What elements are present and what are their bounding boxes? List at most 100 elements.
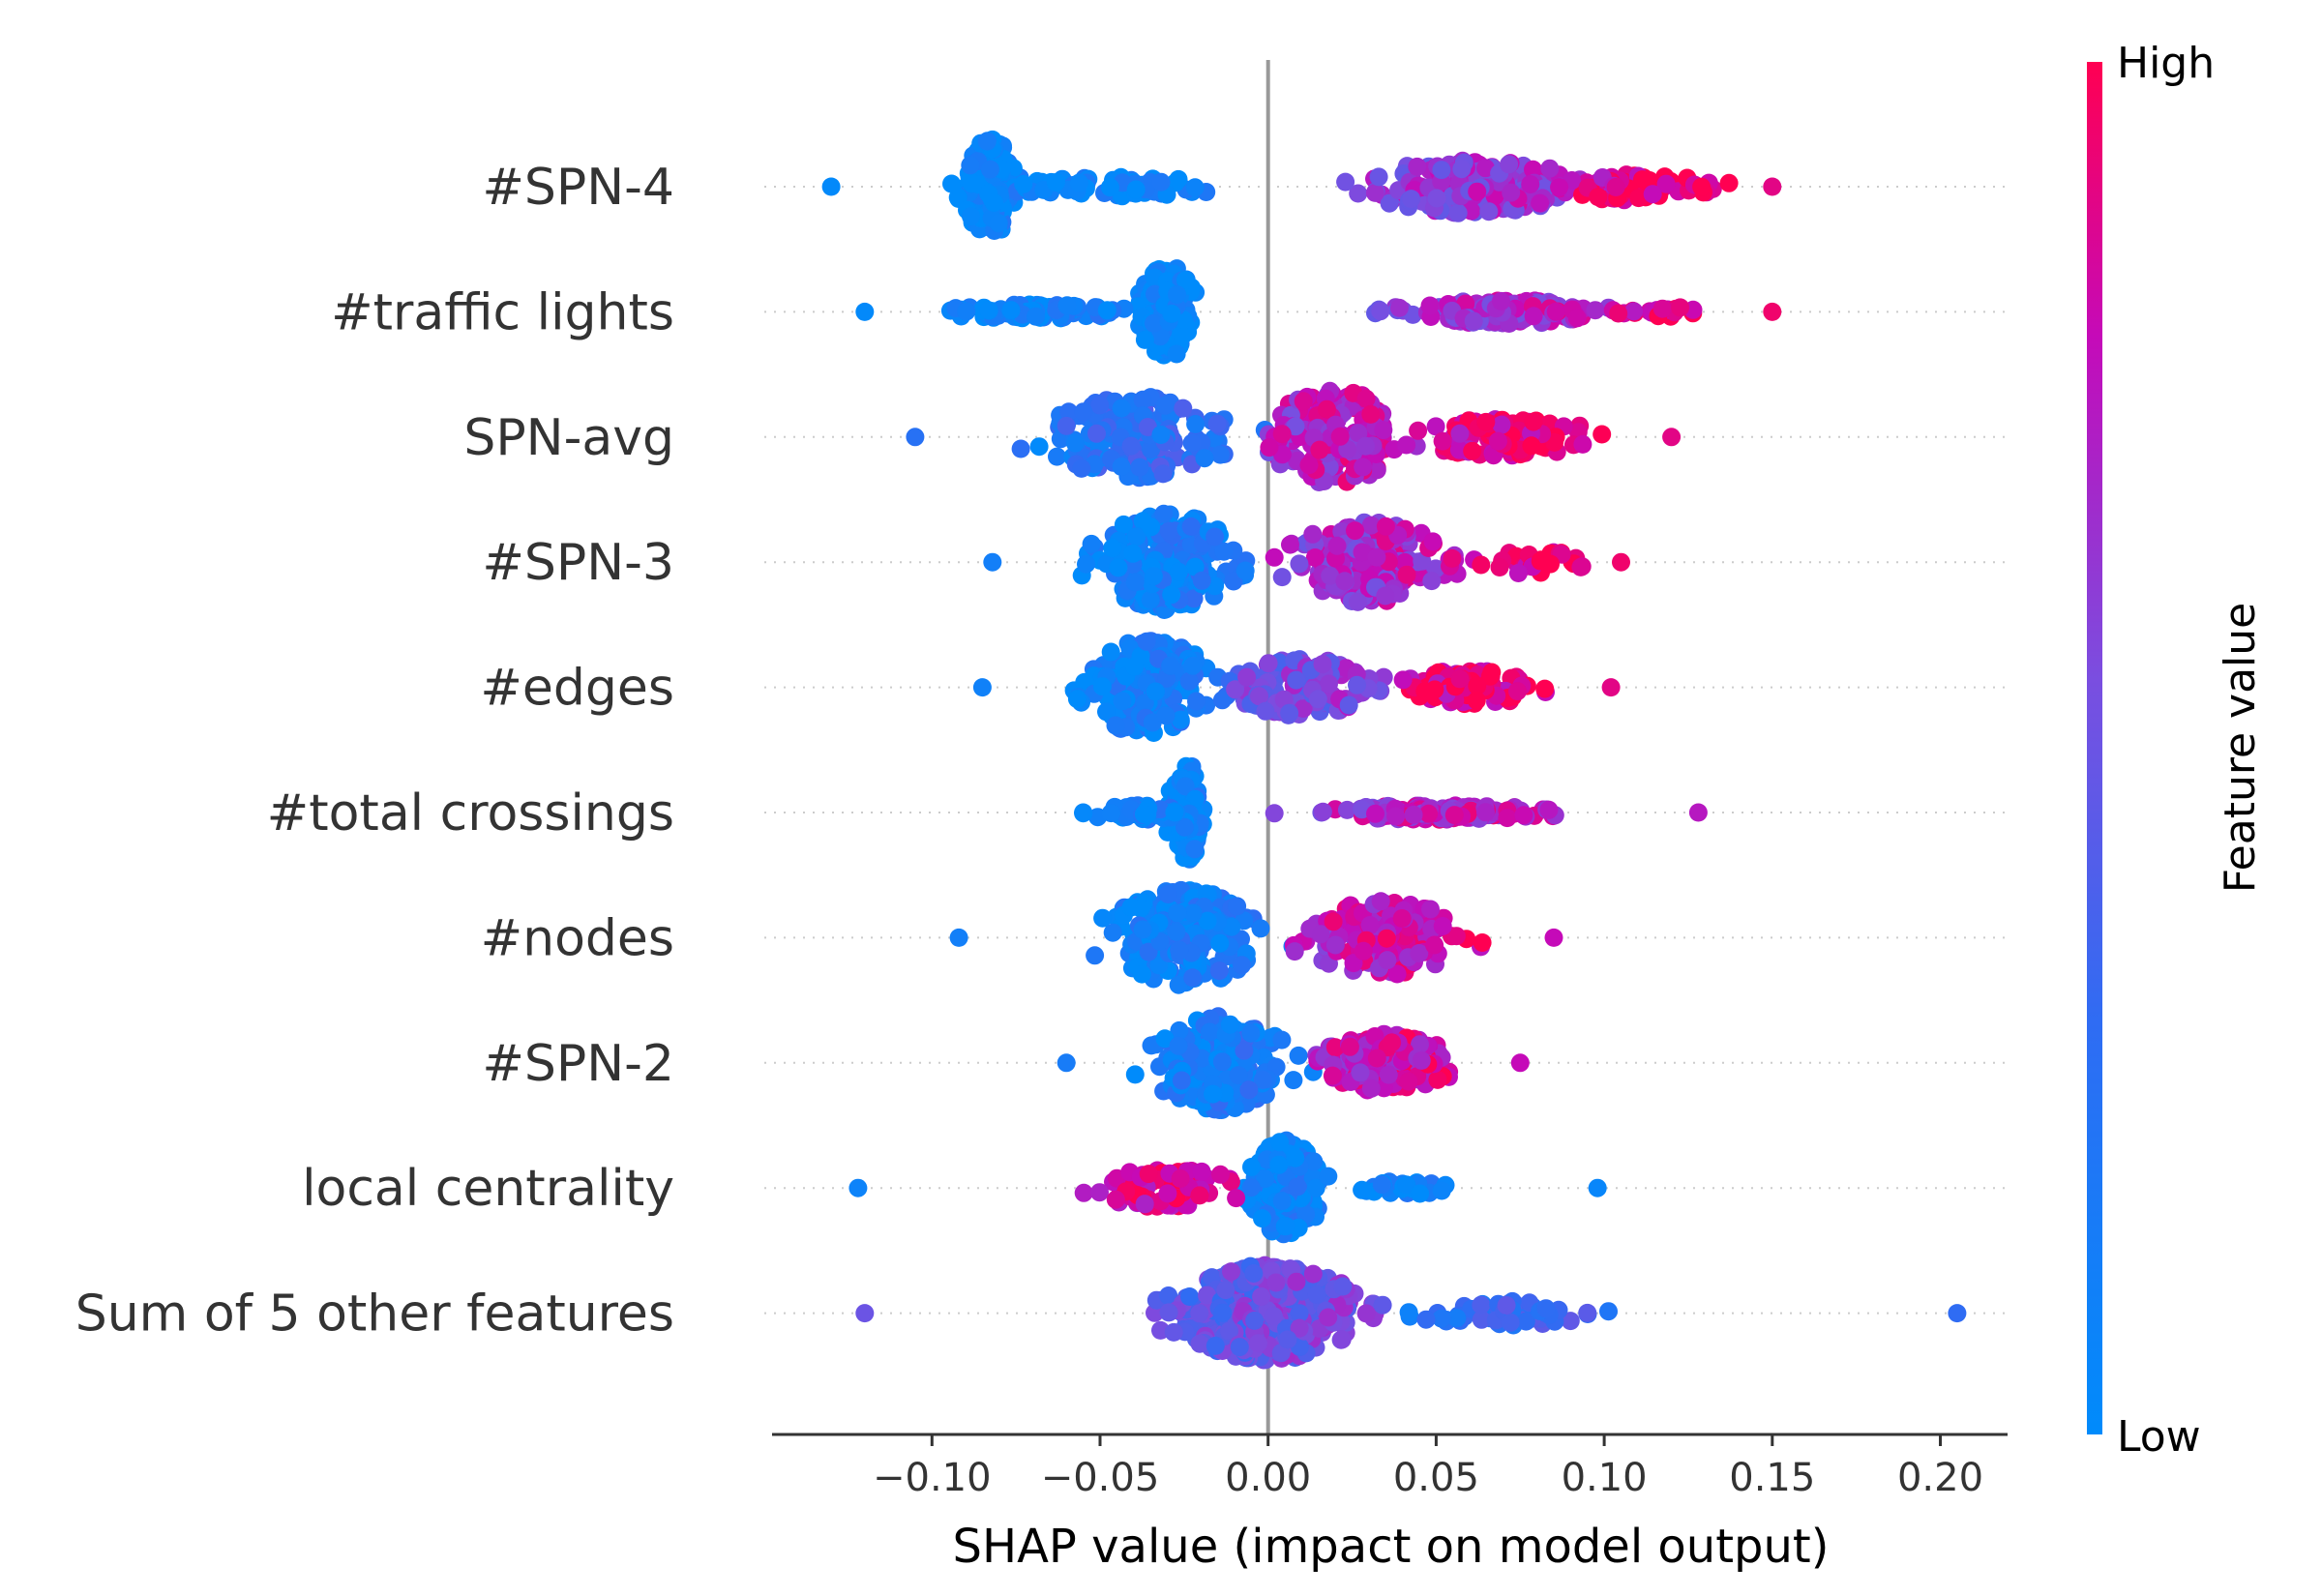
shap-point bbox=[906, 428, 925, 447]
shap-point bbox=[1154, 504, 1174, 523]
shap-point bbox=[1142, 1036, 1161, 1055]
shap-point bbox=[1097, 301, 1116, 320]
shap-point bbox=[1354, 458, 1373, 477]
shap-point bbox=[1100, 178, 1119, 197]
shap-point bbox=[1397, 1175, 1416, 1195]
shap-point bbox=[1112, 458, 1131, 476]
shap-point bbox=[1546, 302, 1565, 321]
shap-point bbox=[1330, 427, 1350, 446]
shap-point bbox=[1387, 964, 1407, 984]
shap-point bbox=[1294, 392, 1313, 411]
shap-point bbox=[1155, 1029, 1175, 1049]
shap-point bbox=[1524, 160, 1542, 179]
shap-point bbox=[1444, 806, 1464, 825]
shap-point bbox=[1133, 920, 1152, 939]
shap-point bbox=[1057, 1053, 1076, 1073]
shap-point bbox=[1256, 701, 1275, 721]
shap-point bbox=[1601, 678, 1621, 697]
shap-point bbox=[984, 193, 1003, 212]
shap-point bbox=[1492, 415, 1511, 434]
shap-point bbox=[1103, 539, 1122, 558]
shap-point bbox=[1187, 692, 1206, 711]
shap-point bbox=[1093, 908, 1113, 928]
shap-point bbox=[1280, 703, 1299, 723]
shap-point bbox=[1411, 1035, 1429, 1054]
shap-point bbox=[1629, 189, 1649, 208]
shap-point bbox=[1169, 975, 1188, 994]
shap-point bbox=[1948, 1304, 1967, 1323]
shap-point bbox=[1307, 1286, 1326, 1304]
shap-point bbox=[1392, 909, 1412, 928]
shap-point bbox=[1420, 296, 1440, 315]
shap-point bbox=[1169, 169, 1188, 189]
shap-point bbox=[1572, 557, 1592, 576]
shap-point bbox=[1374, 421, 1393, 440]
shap-point bbox=[1289, 1046, 1308, 1065]
shap-point bbox=[1087, 424, 1106, 443]
shap-point bbox=[1153, 464, 1173, 484]
shap-point bbox=[1589, 188, 1608, 207]
shap-point bbox=[1265, 547, 1284, 567]
shap-point bbox=[1077, 554, 1095, 574]
shap-point bbox=[1204, 1084, 1223, 1104]
shap-point bbox=[989, 214, 1008, 233]
shap-point bbox=[1472, 1310, 1491, 1329]
shap-point bbox=[1130, 458, 1149, 477]
shap-point bbox=[1421, 900, 1440, 919]
shap-point bbox=[855, 302, 875, 321]
shap-point bbox=[1176, 777, 1195, 796]
shap-point bbox=[1521, 175, 1540, 193]
shap-point bbox=[1365, 183, 1384, 202]
colorbar-low-label: Low bbox=[2117, 1412, 2201, 1462]
shap-point bbox=[1195, 449, 1214, 468]
x-axis: −0.10 −0.05 0.00 0.05 0.10 0.15 0.20 bbox=[772, 1433, 2008, 1500]
shap-point bbox=[1377, 929, 1396, 948]
shap-point bbox=[855, 1304, 875, 1323]
shap-point bbox=[957, 302, 976, 321]
shap-point bbox=[1074, 803, 1093, 822]
shap-point bbox=[1351, 1063, 1370, 1082]
shap-point bbox=[1361, 516, 1381, 535]
shap-point bbox=[1612, 552, 1630, 572]
shap-point bbox=[1103, 923, 1122, 942]
shap-point bbox=[1463, 441, 1482, 460]
x-tick-label: 0.10 bbox=[1562, 1456, 1648, 1500]
shap-point bbox=[1253, 1071, 1272, 1089]
shap-point bbox=[1397, 565, 1416, 584]
shap-point bbox=[1510, 1053, 1530, 1073]
shap-point bbox=[1313, 655, 1332, 674]
shap-point bbox=[1176, 271, 1195, 290]
colorbar: High Low Feature value bbox=[2087, 39, 2265, 1462]
shap-point bbox=[1353, 1180, 1372, 1199]
shap-point bbox=[1488, 431, 1507, 451]
shap-point bbox=[1074, 402, 1093, 422]
shap-point bbox=[1443, 548, 1462, 568]
shap-point bbox=[1373, 1295, 1392, 1315]
shap-point bbox=[1340, 1037, 1359, 1056]
shap-point bbox=[1482, 663, 1502, 682]
shap-point bbox=[1501, 1313, 1520, 1332]
shap-point bbox=[1348, 675, 1366, 695]
shap-point bbox=[1500, 155, 1519, 174]
shap-point bbox=[1090, 396, 1110, 415]
shap-point bbox=[1222, 1262, 1240, 1282]
shap-point bbox=[1048, 447, 1066, 466]
shap-point bbox=[1522, 436, 1541, 456]
shap-point bbox=[1092, 677, 1112, 696]
shap-point bbox=[1186, 415, 1206, 433]
shap-point bbox=[1210, 445, 1230, 464]
shap-point bbox=[1308, 690, 1327, 709]
feature-label: #traffic lights bbox=[331, 283, 674, 341]
colorbar-gradient bbox=[2087, 62, 2102, 1434]
shap-point bbox=[1688, 803, 1708, 822]
shap-point bbox=[1168, 285, 1186, 304]
shap-point bbox=[1426, 417, 1445, 436]
shap-point bbox=[1662, 428, 1682, 447]
shap-point bbox=[1473, 933, 1492, 952]
shap-point bbox=[1763, 177, 1782, 196]
shap-point bbox=[1432, 161, 1451, 180]
shap-point bbox=[1216, 1281, 1235, 1300]
shap-point bbox=[1082, 534, 1101, 553]
shap-point bbox=[1535, 679, 1555, 698]
shap-point bbox=[1190, 1186, 1209, 1205]
